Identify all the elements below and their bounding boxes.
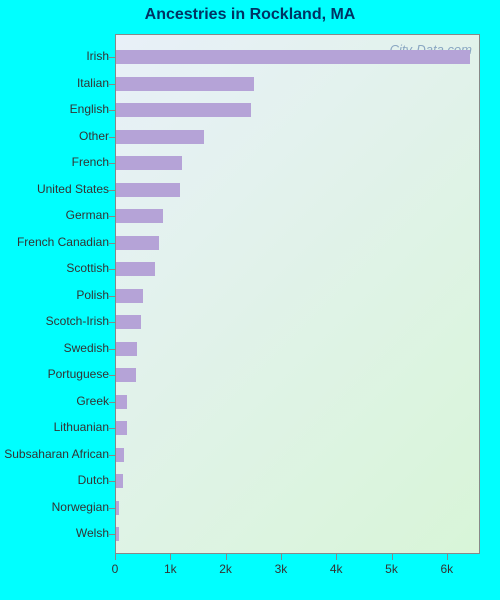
- y-axis-label: Dutch: [78, 473, 109, 487]
- y-tick: [109, 534, 115, 535]
- y-tick: [109, 190, 115, 191]
- x-tick: [115, 554, 116, 560]
- plot-area: City-Data.com: [115, 34, 480, 554]
- y-tick: [109, 243, 115, 244]
- x-tick: [392, 554, 393, 560]
- y-axis-label: Irish: [86, 49, 109, 63]
- y-tick: [109, 481, 115, 482]
- y-axis-label: Welsh: [76, 526, 109, 540]
- y-axis-label: Portuguese: [48, 367, 109, 381]
- y-axis-label: Other: [79, 129, 109, 143]
- bar: [116, 77, 254, 91]
- y-tick: [109, 84, 115, 85]
- bar: [116, 50, 470, 64]
- chart-container: Ancestries in Rockland, MA City-Data.com…: [0, 0, 500, 600]
- x-axis-label: 0: [112, 562, 119, 576]
- y-axis-label: English: [70, 102, 109, 116]
- y-tick: [109, 163, 115, 164]
- y-tick: [109, 402, 115, 403]
- x-tick: [281, 554, 282, 560]
- chart-title: Ancestries in Rockland, MA: [0, 6, 500, 24]
- x-axis-label: 2k: [219, 562, 232, 576]
- y-tick: [109, 508, 115, 509]
- y-axis-label: United States: [37, 182, 109, 196]
- bar: [116, 527, 119, 541]
- bar: [116, 474, 123, 488]
- x-axis-label: 3k: [275, 562, 288, 576]
- y-axis-label: Subsaharan African: [4, 447, 109, 461]
- y-tick: [109, 349, 115, 350]
- x-axis-label: 6k: [440, 562, 453, 576]
- bar: [116, 209, 163, 223]
- y-axis-label: Polish: [76, 288, 109, 302]
- y-axis-label: French: [72, 155, 109, 169]
- y-axis-label: French Canadian: [17, 235, 109, 249]
- y-tick: [109, 375, 115, 376]
- y-axis-label: Greek: [76, 394, 109, 408]
- y-tick: [109, 322, 115, 323]
- y-tick: [109, 110, 115, 111]
- bar: [116, 315, 141, 329]
- y-axis-label: Lithuanian: [54, 420, 109, 434]
- x-tick: [170, 554, 171, 560]
- y-tick: [109, 269, 115, 270]
- y-tick: [109, 455, 115, 456]
- y-tick: [109, 428, 115, 429]
- bar: [116, 448, 124, 462]
- x-tick: [336, 554, 337, 560]
- y-axis-label: Norwegian: [52, 500, 109, 514]
- y-tick: [109, 137, 115, 138]
- y-axis-label: Scottish: [66, 261, 109, 275]
- y-axis-label: Scotch-Irish: [46, 314, 109, 328]
- bar: [116, 183, 180, 197]
- bar: [116, 130, 204, 144]
- y-axis-label: Italian: [77, 76, 109, 90]
- bar: [116, 262, 155, 276]
- x-axis-label: 4k: [330, 562, 343, 576]
- x-tick: [447, 554, 448, 560]
- x-tick: [226, 554, 227, 560]
- x-axis-label: 5k: [385, 562, 398, 576]
- y-axis-label: Swedish: [64, 341, 109, 355]
- bar: [116, 236, 159, 250]
- bar: [116, 421, 127, 435]
- y-axis-label: German: [66, 208, 109, 222]
- bar: [116, 368, 136, 382]
- bar: [116, 395, 127, 409]
- bar: [116, 289, 143, 303]
- bar: [116, 156, 182, 170]
- x-axis-label: 1k: [164, 562, 177, 576]
- y-tick: [109, 216, 115, 217]
- bar: [116, 501, 119, 515]
- bar: [116, 103, 251, 117]
- y-tick: [109, 296, 115, 297]
- bar: [116, 342, 137, 356]
- y-tick: [109, 57, 115, 58]
